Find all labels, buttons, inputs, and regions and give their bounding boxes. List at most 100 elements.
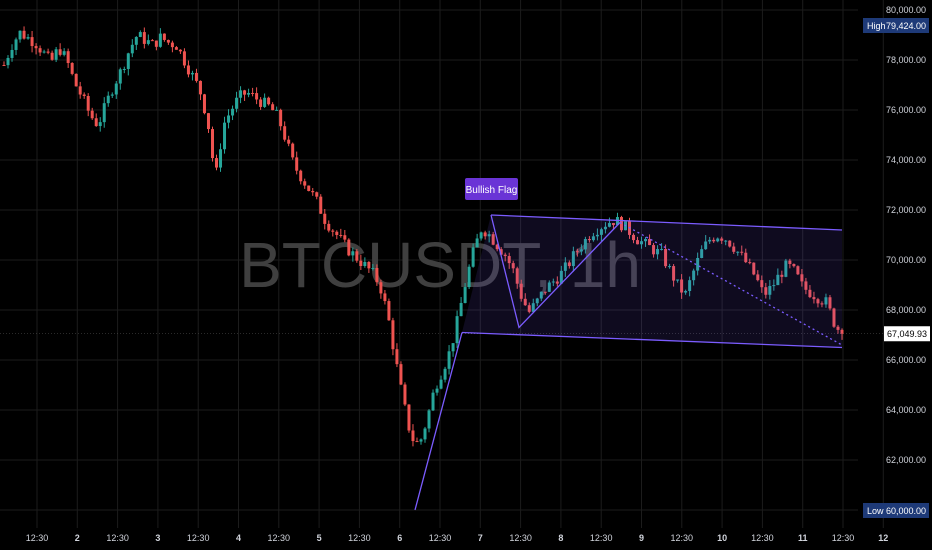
candle-body — [788, 260, 792, 265]
candle-body — [808, 289, 812, 298]
x-tick-label: 12:30 — [590, 533, 613, 543]
x-tick-label: 12:30 — [268, 533, 291, 543]
candle-body — [30, 37, 34, 47]
candle-body — [70, 63, 74, 74]
candle-body — [202, 94, 206, 114]
candle-body — [162, 33, 166, 40]
candle-body — [575, 251, 579, 253]
candle-body — [591, 236, 595, 241]
candle-body — [475, 238, 479, 248]
candle-body — [14, 39, 18, 50]
candle-body — [632, 234, 636, 241]
grid-lines — [0, 0, 884, 528]
candle-body — [720, 238, 724, 241]
candle-body — [487, 234, 491, 237]
candle-body — [692, 270, 696, 281]
candle-body — [792, 264, 796, 267]
high-badge-bg — [863, 18, 929, 33]
candle-body — [355, 251, 359, 261]
candle-body — [672, 266, 676, 281]
candle-body — [824, 297, 828, 305]
high-value: 79,424.00 — [886, 21, 926, 31]
flag-dotted-line — [619, 221, 843, 346]
candle-body — [708, 239, 712, 242]
candle-body — [178, 49, 182, 52]
candle-body — [303, 181, 307, 186]
last-price-badge-bg — [884, 326, 930, 342]
candle-body — [495, 244, 499, 250]
candle-body — [215, 158, 219, 168]
candle-body — [463, 287, 467, 303]
candle-body — [223, 122, 227, 150]
candle-body — [170, 42, 174, 48]
candle-body — [351, 251, 355, 256]
candle-body — [752, 262, 756, 275]
candle-body — [94, 118, 98, 127]
high-label: High — [867, 21, 886, 31]
candle-body — [744, 252, 748, 263]
candle-body — [291, 143, 295, 158]
candle-body — [166, 39, 170, 43]
annotation-label[interactable]: Bullish Flag — [465, 178, 518, 200]
candle-body — [10, 49, 14, 58]
candle-body — [595, 234, 599, 237]
candle-body — [227, 115, 231, 123]
candle-body — [283, 126, 287, 140]
candle-body — [383, 293, 387, 302]
x-tick-label: 12:30 — [348, 533, 371, 543]
candle-body — [812, 297, 816, 300]
y-tick-label: 80,000.00 — [886, 5, 926, 15]
candle-body — [816, 299, 820, 304]
candle-body — [255, 93, 259, 100]
candle-body — [668, 266, 672, 268]
y-tick-label: 74,000.00 — [886, 155, 926, 165]
price-axis[interactable]: 80,000.00 78,000.00 76,000.00 74,000.00 72,0… — [886, 5, 926, 515]
candle-body — [78, 86, 82, 95]
candle-body — [712, 239, 716, 242]
x-tick-label: 12:30 — [671, 533, 694, 543]
candle-body — [840, 329, 844, 334]
candle-body — [443, 368, 447, 380]
candle-body — [415, 441, 419, 443]
candle-body — [732, 246, 736, 252]
candle-body — [219, 149, 223, 168]
candle-body — [86, 95, 90, 111]
candle-body — [579, 249, 583, 252]
x-tick-label: 9 — [639, 533, 644, 543]
candle-body — [696, 257, 700, 271]
candle-body — [680, 279, 684, 293]
x-tick-label: 12:30 — [429, 533, 452, 543]
y-tick-label: 76,000.00 — [886, 105, 926, 115]
time-axis[interactable]: 12:30 2 12:30 3 12:30 4 12:30 5 12:30 6 12:30 7 12:3… — [26, 533, 889, 543]
candle-body — [375, 267, 379, 283]
candle-body — [138, 32, 142, 37]
candle-body — [126, 53, 130, 69]
candle-body — [335, 231, 339, 236]
candle-body — [435, 388, 439, 393]
candle-body — [186, 65, 190, 75]
low-value: 60,000.00 — [886, 506, 926, 516]
candle-body — [339, 235, 343, 237]
candle-body — [158, 33, 162, 47]
candle-body — [664, 248, 668, 267]
candle-body — [704, 241, 708, 250]
x-tick-label: 12:30 — [751, 533, 774, 543]
candle-body — [146, 40, 150, 44]
candle-body — [543, 291, 547, 293]
candle-body — [736, 251, 740, 253]
candle-body — [451, 343, 455, 352]
candle-body — [122, 68, 126, 70]
candle-body — [347, 239, 351, 256]
candle-body — [247, 92, 251, 95]
x-tick-label: 12:30 — [26, 533, 49, 543]
candle-body — [567, 262, 571, 267]
candle-body — [688, 280, 692, 291]
candle-body — [295, 157, 299, 171]
candle-body — [748, 262, 752, 264]
candle-body — [700, 249, 704, 258]
candle-body — [636, 240, 640, 245]
candle-body — [311, 190, 315, 193]
candle-body — [587, 239, 591, 241]
candle-body — [764, 287, 768, 295]
